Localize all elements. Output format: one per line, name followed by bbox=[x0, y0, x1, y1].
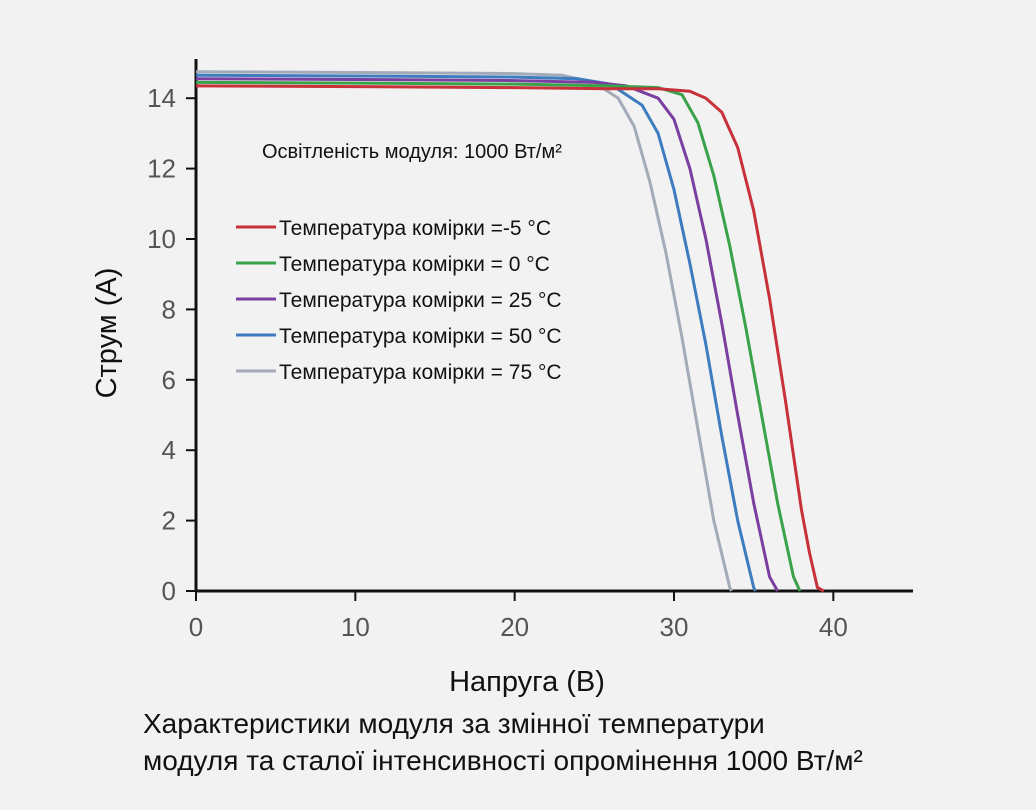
series-line-4 bbox=[195, 70, 733, 592]
y-tick-label: 0 bbox=[162, 576, 176, 606]
legend-label-1: Температура комірки = 0 °С bbox=[279, 253, 550, 276]
x-tick-label: 10 bbox=[341, 612, 370, 642]
y-tick-label: 10 bbox=[147, 224, 176, 254]
y-tick-label: 6 bbox=[162, 365, 176, 395]
legend-label-2: Температура комірки = 25 °С bbox=[279, 289, 562, 312]
series-line-3 bbox=[195, 73, 757, 592]
y-tick-label: 12 bbox=[147, 154, 176, 184]
caption-line-1: Характеристики модуля за змінної темпера… bbox=[143, 708, 765, 739]
y-tick-label: 4 bbox=[162, 435, 176, 465]
legend-label-4: Температура комірки = 75 °С bbox=[279, 361, 562, 384]
x-axis-title: Напруга (В) bbox=[449, 666, 605, 698]
legend-label-0: Температура комірки =-5 °С bbox=[279, 217, 551, 240]
series-line-0 bbox=[195, 84, 825, 593]
caption-line-2: модуля та сталої інтенсивності опромінен… bbox=[143, 745, 863, 776]
x-tick-label: 30 bbox=[660, 612, 689, 642]
y-tick-label: 2 bbox=[162, 506, 176, 536]
series-line-2 bbox=[195, 77, 779, 592]
x-tick-label: 40 bbox=[819, 612, 848, 642]
figure-caption: Характеристики модуля за змінної темпера… bbox=[143, 705, 863, 779]
x-tick-label: 20 bbox=[500, 612, 529, 642]
x-tick-label: 0 bbox=[189, 612, 203, 642]
irradiance-annotation: Освітленість модуля: 1000 Вт/м² bbox=[262, 141, 562, 163]
y-axis-title: Струм (А) bbox=[91, 268, 123, 399]
y-tick-label: 8 bbox=[162, 294, 176, 324]
iv-chart: 0 2 4 6 8 10 12 14 0 10 20 30 40 Напруга (В) Струм (А)… bbox=[91, 59, 913, 698]
legend-label-3: Температура комірки = 50 °С bbox=[279, 325, 562, 348]
series-line-1 bbox=[195, 80, 802, 592]
y-tick-label: 14 bbox=[147, 83, 176, 113]
